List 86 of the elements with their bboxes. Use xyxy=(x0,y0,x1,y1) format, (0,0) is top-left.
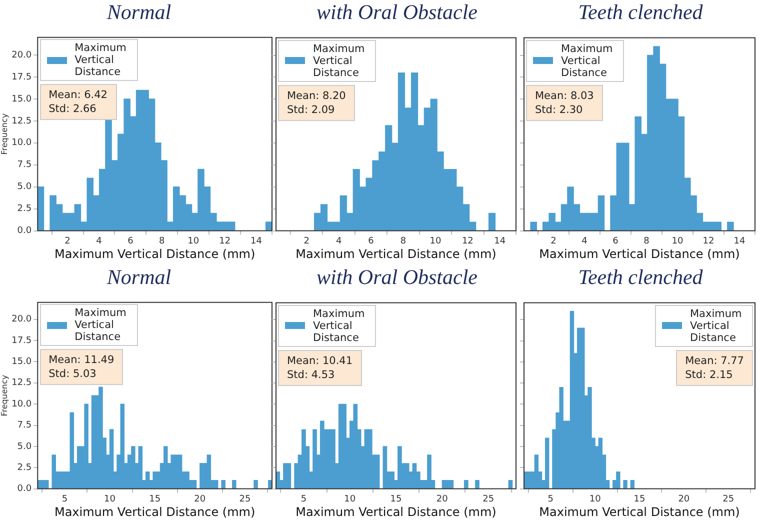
y-tick-label: 7.5 xyxy=(17,420,32,431)
annotation: Mean: 8.03 xyxy=(535,88,594,103)
x-tick-label: 10 xyxy=(104,494,116,505)
x-tick-label: 6 xyxy=(368,236,374,247)
x-tick-label: 4 xyxy=(336,236,342,247)
y-axis-title: Frequency xyxy=(0,113,9,155)
y-tick-label: 15.0 xyxy=(12,94,32,104)
x-tick-label: 12 xyxy=(702,236,714,247)
y-tick-label: 20.0 xyxy=(12,50,32,60)
x-axis-title: Maximum Vertical Distance (mm) xyxy=(296,504,496,519)
x-tick-label: 10 xyxy=(589,494,602,505)
x-tick-label: 12 xyxy=(462,236,474,247)
x-tick-label: 8 xyxy=(644,236,650,247)
chart-title: Normal xyxy=(106,265,172,290)
x-tick-label: 2 xyxy=(64,236,70,247)
annotation: Mean: 6.42 xyxy=(48,88,108,102)
x-tick-label: 14 xyxy=(494,236,506,247)
x-tick-label: 2 xyxy=(550,236,556,247)
x-tick-label: 20 xyxy=(678,494,690,505)
x-tick-label: 4 xyxy=(96,236,102,247)
y-tick-label: 0.0 xyxy=(17,226,32,236)
y-tick-label: 17.5 xyxy=(12,72,32,82)
legend-label: Maximum Vertical Distance xyxy=(74,42,128,78)
x-tick-label: 10 xyxy=(344,494,356,505)
annotation: Std: 5.03 xyxy=(48,367,98,382)
annotation: Mean: 11.49 xyxy=(48,353,114,368)
x-tick-label: 2 xyxy=(304,236,310,247)
y-tick-label: 20.0 xyxy=(12,314,32,325)
x-tick-label: 25 xyxy=(482,494,494,505)
chart-title: Teeth clenched xyxy=(577,0,704,25)
x-tick-label: 6 xyxy=(612,236,619,247)
legend-label: Maximum Vertical Distance xyxy=(74,307,128,344)
legend-label: Maximum Vertical Distance xyxy=(561,42,614,79)
x-tick-label: 5 xyxy=(548,494,554,505)
chart-title: Teeth clenched xyxy=(577,265,704,290)
x-tick-label: 8 xyxy=(159,236,166,247)
annotation: Std: 4.53 xyxy=(287,368,336,382)
y-tick-label: 12.5 xyxy=(12,116,32,126)
legend-label: Maximum Vertical Distance xyxy=(690,308,743,344)
x-tick-label: 12 xyxy=(219,236,231,247)
annotation: Std: 2.66 xyxy=(48,102,98,116)
annotation: Mean: 8.20 xyxy=(287,88,346,103)
y-tick-label: 10.0 xyxy=(12,399,32,410)
annotation: Std: 2.15 xyxy=(685,368,734,382)
annotation: Mean: 7.77 xyxy=(685,354,744,368)
x-tick-label: 10 xyxy=(672,236,684,247)
x-axis-title: Maximum Vertical Distance (mm) xyxy=(54,504,256,519)
y-tick-label: 12.5 xyxy=(12,378,32,388)
legend-label: Maximum Vertical Distance xyxy=(313,42,366,79)
y-tick-label: 5.0 xyxy=(17,442,32,452)
x-axis-title: Maximum Vertical Distance (mm) xyxy=(539,504,740,519)
x-tick-label: 6 xyxy=(128,236,134,247)
y-tick-label: 7.5 xyxy=(17,160,32,170)
annotation: Std: 2.09 xyxy=(287,102,336,117)
chart-title: with Oral Obstacle xyxy=(316,265,478,290)
x-tick-label: 15 xyxy=(634,494,646,505)
y-tick-label: 10.0 xyxy=(12,138,32,148)
x-tick-label: 8 xyxy=(400,236,406,247)
chart-title: Normal xyxy=(106,0,172,25)
x-tick-label: 10 xyxy=(430,236,442,247)
x-axis-title: Maximum Vertical Distance (mm) xyxy=(539,246,740,261)
x-tick-label: 5 xyxy=(300,494,307,505)
y-tick-label: 2.5 xyxy=(17,204,32,214)
annotation: Mean: 10.41 xyxy=(287,354,353,368)
y-tick-label: 2.5 xyxy=(17,462,32,473)
x-tick-label: 20 xyxy=(194,494,206,505)
x-axis-title: Maximum Vertical Distance (mm) xyxy=(296,246,496,261)
legend-label: Maximum Vertical Distance xyxy=(313,308,366,344)
x-axis-title: Maximum Vertical Distance (mm) xyxy=(54,246,256,261)
y-tick-label: 0.0 xyxy=(17,484,32,494)
annotation: Std: 2.30 xyxy=(535,102,584,117)
x-tick-label: 20 xyxy=(436,494,448,505)
x-tick-label: 15 xyxy=(149,494,161,505)
chart-title: with Oral Obstacle xyxy=(316,0,478,25)
x-tick-label: 5 xyxy=(62,494,68,505)
y-axis-title: Frequency xyxy=(0,374,9,416)
x-tick-label: 4 xyxy=(582,236,588,247)
x-tick-label: 15 xyxy=(390,494,402,505)
y-tick-label: 17.5 xyxy=(12,336,32,346)
x-tick-label: 14 xyxy=(250,236,262,247)
x-tick-label: 25 xyxy=(722,494,734,505)
x-tick-label: 25 xyxy=(239,494,251,505)
x-tick-label: 14 xyxy=(734,236,746,247)
x-tick-label: 10 xyxy=(188,236,200,247)
y-tick-label: 15.0 xyxy=(12,357,32,368)
y-tick-label: 5.0 xyxy=(17,182,32,192)
